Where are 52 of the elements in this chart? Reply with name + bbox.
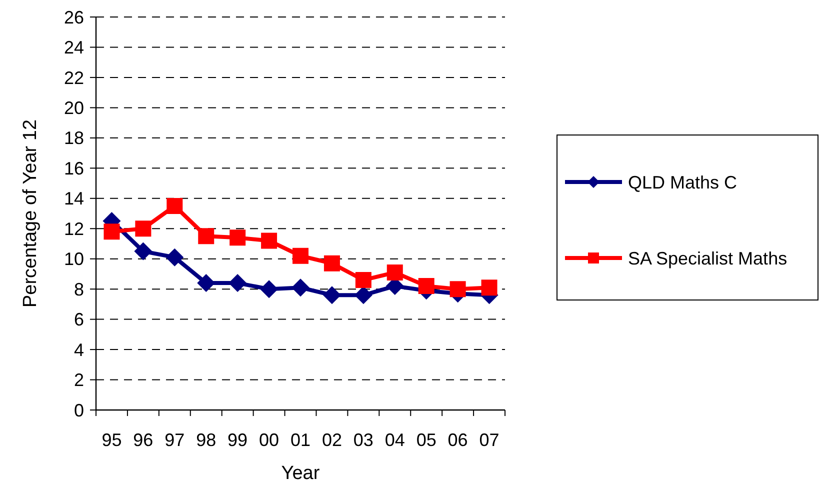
x-tick-label: 98	[196, 430, 216, 450]
point	[322, 286, 341, 304]
point	[386, 264, 403, 280]
y-tick-label: 10	[64, 249, 84, 270]
y-tick-label: 24	[64, 38, 84, 58]
point	[134, 242, 152, 260]
point	[166, 198, 183, 214]
point	[166, 248, 184, 266]
point	[418, 278, 434, 294]
legend-label: SA Specialist Maths	[628, 248, 788, 268]
x-tick-label: 02	[322, 430, 342, 450]
point	[292, 248, 308, 264]
y-axis-title: Percentage of Year 12	[20, 119, 41, 308]
x-tick-label: 97	[164, 430, 185, 450]
y-tick-label: 2	[74, 370, 84, 390]
point	[104, 224, 120, 240]
x-tick-label: 99	[228, 430, 248, 450]
x-tick-label: 00	[259, 430, 280, 450]
point	[292, 278, 310, 297]
x-axis-title: Year	[281, 463, 320, 484]
point	[481, 280, 498, 296]
point	[450, 281, 466, 298]
point	[261, 232, 278, 249]
x-tick-label: 01	[290, 430, 311, 450]
x-tick-label: 95	[102, 430, 122, 450]
y-tick-label: 22	[64, 68, 84, 88]
point	[135, 220, 152, 237]
legend-label: QLD Maths C	[628, 172, 738, 192]
point	[354, 286, 372, 304]
y-tick-label: 16	[64, 158, 84, 178]
y-tick-label: 0	[74, 400, 84, 420]
point	[197, 274, 216, 292]
point	[260, 280, 278, 298]
y-tick-label: 12	[64, 218, 84, 239]
point	[230, 230, 246, 246]
y-tick-label: 8	[74, 279, 84, 300]
y-tick-label: 14	[64, 188, 84, 209]
x-tick-label: 06	[448, 430, 468, 450]
x-tick-label: 96	[133, 430, 154, 450]
point	[228, 274, 247, 292]
point	[324, 255, 340, 272]
y-tick-label: 18	[64, 128, 84, 148]
point	[355, 272, 372, 288]
x-tick-label: 05	[416, 430, 436, 450]
y-tick-label: 4	[74, 340, 84, 360]
y-tick-label: 20	[64, 98, 84, 118]
x-tick-label: 03	[353, 430, 374, 450]
y-tick-label: 26	[64, 7, 84, 28]
point	[198, 228, 214, 244]
y-tick-label: 6	[74, 310, 84, 330]
x-tick-label: 04	[384, 430, 405, 450]
x-tick-label: 07	[479, 430, 500, 450]
